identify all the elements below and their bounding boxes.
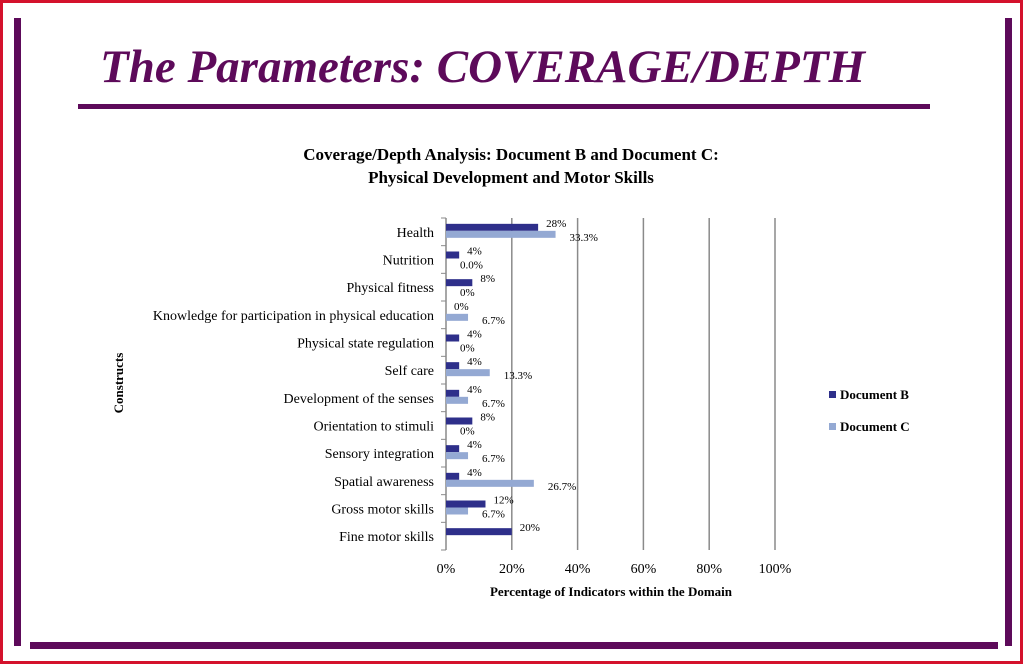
- bar-document-b: [446, 445, 460, 453]
- data-label-document-c: 6.7%: [482, 398, 505, 410]
- legend-swatch: [829, 391, 836, 398]
- data-label-document-b: 4%: [467, 246, 482, 258]
- data-label-document-b: 12%: [493, 495, 513, 507]
- category-label: Knowledge for participation in physical …: [153, 309, 434, 324]
- bar-document-b: [446, 500, 486, 508]
- category-label: Health: [397, 226, 434, 241]
- x-tick-label: 0%: [437, 562, 456, 577]
- data-label-document-c: 33.3%: [570, 232, 598, 244]
- chart-title: Coverage/Depth Analysis: Document B and …: [303, 145, 719, 164]
- bar-document-c: [446, 396, 469, 404]
- data-label-document-c: 6.7%: [482, 509, 505, 521]
- x-axis-title: Percentage of Indicators within the Doma…: [490, 584, 733, 599]
- bar-document-b: [446, 279, 473, 287]
- data-label-document-b: 0%: [454, 301, 469, 313]
- data-label-document-b: 8%: [480, 273, 495, 285]
- data-label-document-c: 0%: [460, 287, 475, 299]
- category-label: Nutrition: [383, 254, 434, 269]
- data-label-document-b: 4%: [467, 329, 482, 341]
- y-axis-title: Constructs: [111, 353, 126, 414]
- bar-document-b: [446, 417, 473, 425]
- left-accent-bar: [14, 18, 21, 646]
- x-tick-label: 60%: [631, 562, 657, 577]
- category-label: Fine motor skills: [339, 530, 434, 545]
- data-label-document-b: 28%: [546, 218, 566, 230]
- category-label: Orientation to stimuli: [313, 420, 434, 435]
- slide-title: The Parameters: COVERAGE/DEPTH: [100, 41, 866, 93]
- category-label: Development of the senses: [284, 392, 434, 407]
- bar-document-c: [446, 230, 556, 238]
- bar-document-b: [446, 251, 460, 259]
- data-label-document-b: 8%: [480, 412, 495, 424]
- bottom-accent-bar: [30, 642, 998, 649]
- category-label: Spatial awareness: [334, 475, 434, 490]
- data-label-document-b: 4%: [467, 384, 482, 396]
- data-label-document-c: 0%: [460, 426, 475, 438]
- bar-document-c: [446, 507, 469, 515]
- bar-document-c: [446, 369, 490, 377]
- category-label: Physical state regulation: [297, 337, 434, 352]
- bar-document-b: [446, 389, 460, 397]
- data-label-document-c: 0.0%: [460, 260, 483, 272]
- bar-document-c: [446, 452, 469, 460]
- data-label-document-c: 26.7%: [548, 481, 576, 493]
- category-label: Sensory integration: [325, 447, 434, 462]
- data-label-document-b: 4%: [467, 439, 482, 451]
- bar-document-b: [446, 362, 460, 370]
- category-label: Gross motor skills: [331, 503, 434, 518]
- bar-document-b: [446, 334, 460, 342]
- x-tick-label: 20%: [499, 562, 525, 577]
- legend-swatch: [829, 423, 836, 430]
- x-tick-label: 80%: [696, 562, 722, 577]
- bar-document-c: [446, 313, 469, 321]
- x-tick-label: 40%: [565, 562, 591, 577]
- data-label-document-c: 6.7%: [482, 315, 505, 327]
- category-label: Physical fitness: [347, 281, 435, 296]
- data-label-document-b: 4%: [467, 356, 482, 368]
- title-underline: [78, 104, 930, 109]
- bar-document-b: [446, 223, 539, 231]
- legend-label: Document C: [840, 419, 910, 434]
- bar-document-c: [446, 479, 534, 487]
- bar-document-b: [446, 472, 460, 480]
- right-accent-bar: [1005, 18, 1012, 646]
- data-label-document-c: 13.3%: [504, 370, 532, 382]
- chart-subtitle: Physical Development and Motor Skills: [368, 168, 654, 187]
- legend-label: Document B: [840, 387, 909, 402]
- data-label-document-c: 6.7%: [482, 453, 505, 465]
- bar-document-b: [446, 528, 512, 536]
- data-label-document-b: 20%: [520, 522, 540, 534]
- data-label-document-c: 0%: [460, 343, 475, 355]
- category-label: Self care: [385, 364, 434, 379]
- data-label-document-b: 4%: [467, 467, 482, 479]
- x-tick-label: 100%: [759, 562, 792, 577]
